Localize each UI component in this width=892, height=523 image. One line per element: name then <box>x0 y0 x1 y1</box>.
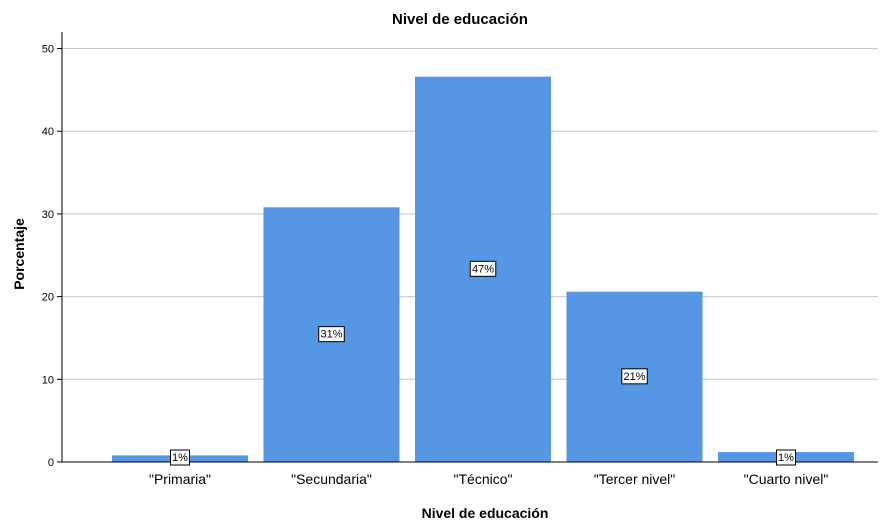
y-tick-labels: 0 10 20 30 40 50 <box>42 44 62 469</box>
data-label: 47% <box>469 260 497 277</box>
y-axis-title: Porcentaje <box>11 218 27 290</box>
y-tick-label: 20 <box>42 292 54 304</box>
data-label: 21% <box>621 368 648 385</box>
x-tick-labels: "Primaria" "Secundaria" "Técnico" "Tercer n… <box>149 471 828 487</box>
data-label: 1% <box>776 449 796 466</box>
y-tick-label: 0 <box>48 457 54 469</box>
data-label-box <box>469 260 497 277</box>
x-tick-label: "Tercer nivel" <box>594 471 676 487</box>
x-tick-label: "Primaria" <box>149 471 211 487</box>
data-labels: 1% 31% 47% 21% 1% <box>170 260 796 466</box>
y-tick-label: 30 <box>42 209 54 221</box>
data-label-box <box>318 326 345 343</box>
data-label-text: 1% <box>172 452 188 464</box>
x-tick-label: "Cuarto nivel" <box>744 471 829 487</box>
axes <box>61 32 878 463</box>
y-tick-label: 40 <box>42 126 54 138</box>
data-label-box <box>170 449 190 466</box>
data-label-box <box>776 449 796 466</box>
data-label-text: 47% <box>472 263 494 275</box>
chart-title: Nivel de educación <box>392 11 528 28</box>
x-axis-title: Nivel de educación <box>422 505 549 521</box>
data-label-text: 21% <box>623 371 645 383</box>
data-label-text: 31% <box>320 329 342 341</box>
data-label: 31% <box>318 326 345 343</box>
x-tick-label: "Técnico" <box>454 471 513 487</box>
y-tick-label: 10 <box>42 374 54 386</box>
data-label: 1% <box>170 449 190 466</box>
data-label-box <box>621 368 648 385</box>
y-tick-label: 50 <box>42 44 54 56</box>
data-label-text: 1% <box>778 452 794 464</box>
x-tick-label: "Secundaria" <box>291 471 372 487</box>
